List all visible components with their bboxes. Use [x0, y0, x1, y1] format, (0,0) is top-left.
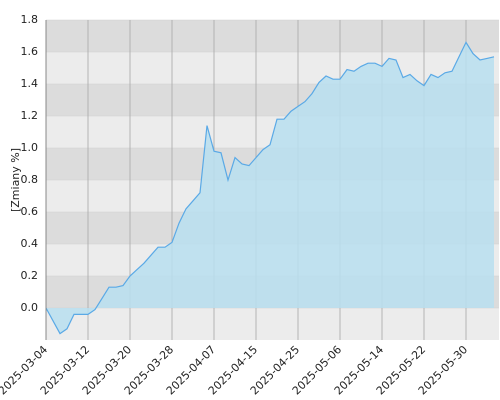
y-tick-label: 1.6	[21, 45, 39, 58]
y-tick-label: 1.0	[21, 141, 39, 154]
y-tick-label: 0.6	[21, 205, 39, 218]
y-tick-label: 0.2	[21, 269, 39, 282]
y-tick-label: 1.8	[21, 13, 39, 26]
band	[46, 308, 499, 340]
band	[46, 52, 499, 84]
line	[45, 41, 495, 335]
y-tick-label: 1.2	[21, 109, 39, 122]
band	[46, 20, 499, 52]
y-tick-label: 1.4	[21, 77, 39, 90]
y-tick-label: 0.0	[21, 301, 39, 314]
y-axis-label: [Zmiany %]	[9, 148, 22, 212]
y-tick-label: 0.8	[21, 173, 39, 186]
area	[46, 42, 494, 334]
y-tick-label: 0.4	[21, 237, 39, 250]
